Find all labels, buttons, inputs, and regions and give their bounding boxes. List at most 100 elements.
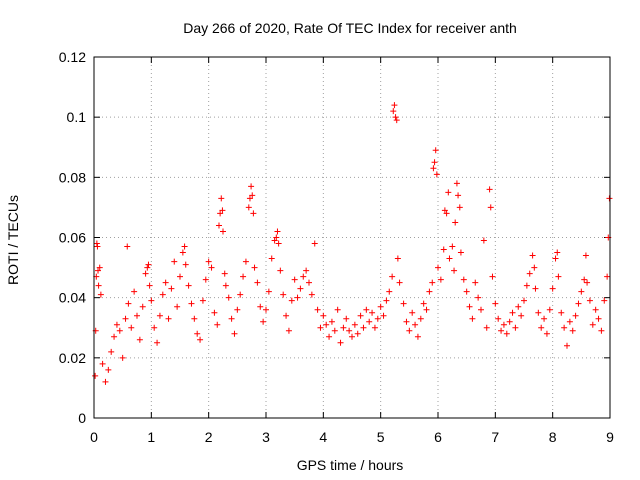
data-point: [265, 288, 272, 295]
data-point: [561, 324, 568, 331]
data-point: [515, 303, 522, 310]
data-point: [569, 327, 576, 334]
data-point: [334, 306, 341, 313]
data-point: [228, 315, 235, 322]
data-point: [446, 255, 453, 262]
data-point: [146, 282, 153, 289]
x-tick-label: 7: [491, 429, 499, 445]
x-tick-label: 3: [262, 429, 270, 445]
data-point: [283, 312, 290, 319]
data-point: [354, 330, 361, 337]
data-point: [423, 306, 430, 313]
data-point: [219, 207, 226, 214]
data-point: [245, 204, 252, 211]
data-point: [237, 291, 244, 298]
data-point: [271, 237, 278, 244]
data-point: [455, 192, 462, 199]
chart-title: Day 266 of 2020, Rate Of TEC Index for r…: [183, 20, 517, 36]
data-point: [396, 279, 403, 286]
data-point: [297, 285, 304, 292]
data-point: [113, 321, 120, 328]
data-point: [220, 228, 226, 235]
data-points: [92, 102, 613, 385]
data-point: [480, 237, 487, 244]
data-point: [390, 108, 397, 115]
data-point: [168, 285, 175, 292]
data-point: [351, 321, 358, 328]
data-point: [558, 309, 565, 316]
data-point: [242, 258, 249, 265]
data-point: [343, 315, 350, 322]
data-point: [250, 210, 257, 217]
data-point: [495, 315, 502, 322]
data-point: [595, 315, 602, 322]
data-point: [538, 324, 545, 331]
data-point: [457, 249, 464, 256]
data-point: [154, 339, 161, 346]
data-point: [432, 147, 439, 154]
data-point: [466, 303, 473, 310]
data-point: [441, 207, 448, 214]
data-point: [145, 261, 152, 268]
data-point: [234, 306, 241, 313]
data-point: [119, 354, 126, 361]
data-point: [182, 261, 189, 268]
data-point: [294, 294, 301, 301]
data-point: [188, 300, 195, 307]
data-point: [273, 234, 280, 241]
data-point: [222, 282, 229, 289]
data-point: [139, 303, 146, 310]
data-point: [437, 276, 444, 283]
data-point: [346, 327, 353, 334]
data-point: [532, 285, 539, 292]
data-point: [430, 165, 437, 172]
data-point: [94, 243, 101, 250]
data-point: [105, 366, 112, 373]
data-point: [217, 210, 224, 217]
data-point: [429, 279, 436, 286]
data-point: [503, 330, 510, 337]
data-point: [280, 291, 287, 298]
data-point: [406, 327, 413, 334]
data-point: [509, 309, 516, 316]
data-point: [500, 321, 507, 328]
data-point: [549, 285, 556, 292]
data-point: [288, 297, 295, 304]
data-point: [317, 324, 324, 331]
data-point: [128, 324, 135, 331]
data-point: [417, 315, 424, 322]
data-point: [218, 195, 225, 202]
data-point: [440, 246, 447, 253]
data-point: [586, 297, 593, 304]
data-point: [215, 222, 222, 229]
data-point: [181, 243, 188, 250]
data-point: [433, 171, 440, 178]
data-point: [95, 282, 102, 289]
data-point: [572, 312, 579, 319]
data-point: [274, 228, 281, 235]
data-point: [179, 249, 186, 256]
x-tick-label: 8: [549, 429, 557, 445]
data-point: [96, 264, 103, 271]
data-point: [463, 288, 470, 295]
data-point: [391, 102, 398, 109]
data-point: [240, 273, 247, 280]
data-point: [363, 306, 370, 313]
data-point: [191, 315, 198, 322]
data-point: [604, 273, 611, 280]
data-point: [151, 324, 158, 331]
data-point: [478, 306, 484, 313]
y-tick-label: 0.06: [59, 230, 86, 246]
data-point: [393, 117, 400, 124]
data-point: [445, 189, 452, 196]
data-point: [144, 264, 151, 271]
data-point: [199, 297, 206, 304]
y-tick-label: 0.02: [59, 350, 86, 366]
data-point: [306, 279, 312, 286]
data-point: [435, 264, 441, 271]
data-point: [426, 288, 433, 295]
data-point: [443, 210, 450, 217]
data-point: [205, 258, 212, 265]
data-point: [257, 303, 264, 310]
